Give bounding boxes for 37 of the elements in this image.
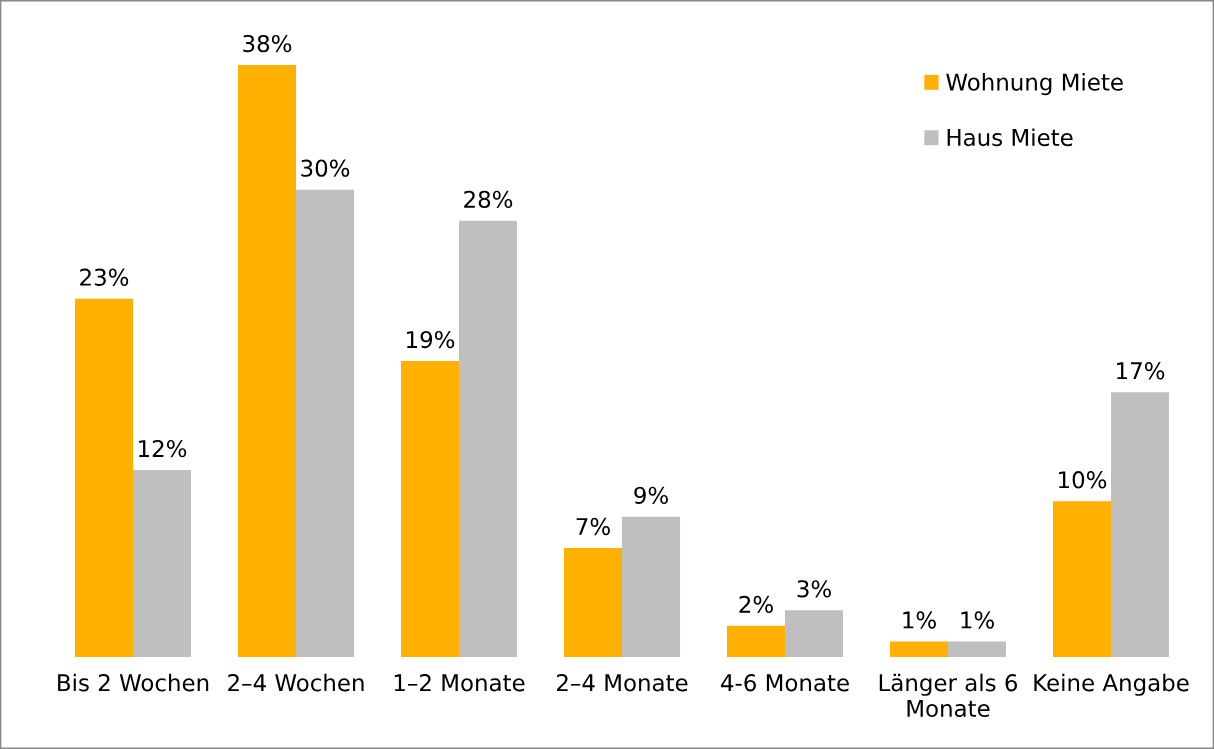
bar: [622, 516, 681, 657]
data-label: 28%: [464, 190, 513, 209]
bar: [785, 610, 844, 657]
data-label: 38%: [243, 34, 292, 53]
x-tick-label: 4-6 Monate: [721, 674, 849, 692]
data-label: 2%: [739, 595, 773, 614]
bar: [948, 641, 1007, 657]
x-tick-label: 2–4 Monate: [557, 674, 688, 692]
bar: [726, 625, 785, 657]
data-label: 7%: [576, 517, 610, 536]
data-label: 17%: [1117, 362, 1165, 380]
data-label: 12%: [139, 439, 187, 458]
bar: [889, 641, 948, 657]
bar: [563, 547, 622, 657]
bar: [237, 65, 296, 657]
bar: [74, 298, 133, 657]
legend-label: Haus Miete: [947, 128, 1073, 147]
data-label: 1%: [903, 611, 936, 629]
data-label: 1%: [961, 611, 994, 629]
x-tick-label: 2–4 Wochen: [228, 673, 364, 692]
data-label: 23%: [80, 268, 129, 286]
x-tick-label: 1–2 Monate: [394, 674, 525, 692]
x-tick-label: Länger als 6 Monate: [879, 673, 1018, 718]
bar: [296, 189, 355, 657]
data-label: 9%: [634, 486, 668, 505]
bar: [400, 361, 459, 657]
data-label: 3%: [797, 580, 831, 598]
data-label: 10%: [1059, 471, 1107, 489]
bar: [1052, 501, 1111, 657]
x-tick-label: Keine Angabe: [1034, 673, 1189, 696]
legend-label: Wohnung Miete: [946, 73, 1123, 96]
data-label: 30%: [301, 159, 350, 177]
data-label: 19%: [407, 330, 455, 349]
x-tick-label: Bis 2 Wochen: [58, 673, 209, 692]
bar: [1111, 392, 1170, 657]
bar: [133, 470, 192, 657]
bar: [459, 220, 518, 657]
